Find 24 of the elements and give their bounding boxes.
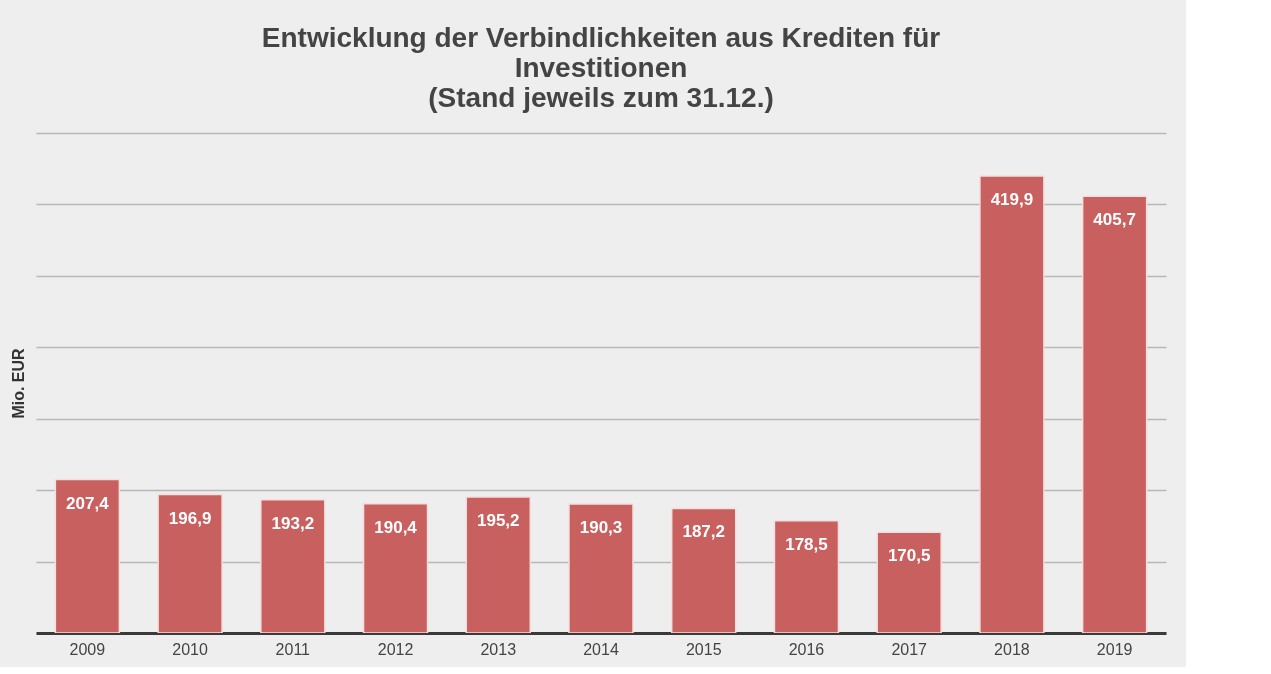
x-tick-label: 2019 <box>1096 640 1133 658</box>
data-label: 419,9 <box>990 190 1034 209</box>
data-label: 170,5 <box>887 546 931 566</box>
x-tick-label: 2017 <box>891 640 928 658</box>
y-axis-title: Mio. EUR <box>9 347 27 419</box>
x-tick-label: 2009 <box>69 640 106 658</box>
data-label: 178,5 <box>785 534 828 554</box>
data-label: 190,3 <box>579 518 623 537</box>
data-label: 190,4 <box>374 517 418 537</box>
x-tick-label: 2013 <box>480 640 517 658</box>
data-label: 207,4 <box>66 493 110 513</box>
x-tick-label: 2016 <box>788 640 825 658</box>
x-tick-label: 2018 <box>994 640 1030 658</box>
data-label: 193,2 <box>271 513 315 533</box>
x-tick-label: 2014 <box>583 640 619 658</box>
x-tick-label: 2011 <box>275 640 311 658</box>
data-label: 187,2 <box>682 522 725 542</box>
data-label: 405,7 <box>1093 210 1136 230</box>
chart-title: Entwicklung der Verbindlichkeiten aus Krediten für Investitionen (Stand jeweils zum 31.12.) <box>261 22 941 113</box>
x-tick-label: 2012 <box>377 640 414 658</box>
x-tick-label: 2015 <box>685 640 722 658</box>
data-label: 196,9 <box>168 508 212 528</box>
x-tick-label: 2010 <box>172 640 208 658</box>
data-label: 195,2 <box>477 511 520 530</box>
